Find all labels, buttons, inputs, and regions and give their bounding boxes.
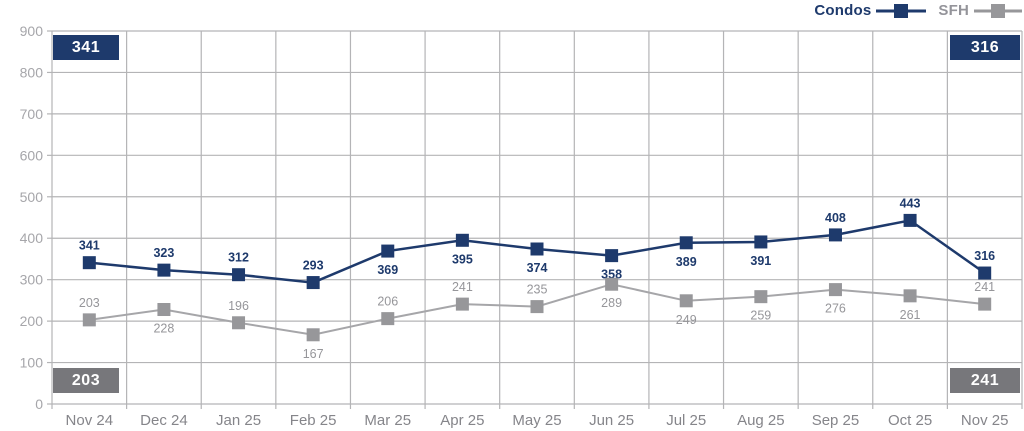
x-axis-category-label: Oct 25 (888, 412, 932, 429)
x-axis-category-label: Jun 25 (589, 412, 634, 429)
data-label-sfh: 228 (153, 322, 174, 336)
data-point-condos (455, 233, 469, 247)
data-point-sfh (232, 316, 246, 330)
sfh-line-marker-icon (974, 3, 1022, 18)
y-axis-tick-label: 500 (20, 189, 44, 205)
y-axis-tick-label: 100 (20, 355, 44, 371)
x-axis-category-label: Jan 25 (216, 412, 261, 429)
legend-label-condos: Condos (814, 2, 872, 19)
data-point-sfh (306, 328, 320, 342)
data-point-condos (157, 263, 171, 277)
x-axis-category-label: Jul 25 (666, 412, 706, 429)
data-label-condos: 408 (825, 211, 846, 225)
data-point-condos (754, 235, 768, 249)
legend-label-sfh: SFH (938, 2, 969, 19)
x-axis-category-label: Nov 24 (66, 412, 114, 429)
data-label-condos: 395 (452, 252, 473, 266)
sfh-start-value-box: 203 (53, 368, 119, 393)
data-label-sfh: 261 (900, 308, 921, 322)
y-axis-tick-label: 200 (20, 313, 44, 329)
data-label-condos: 312 (228, 251, 249, 265)
data-label-condos: 374 (527, 261, 548, 275)
data-point-condos (530, 242, 544, 256)
data-label-sfh: 276 (825, 302, 846, 316)
data-point-sfh (455, 297, 469, 311)
data-label-condos: 443 (900, 196, 921, 210)
data-label-condos: 369 (377, 263, 398, 277)
data-label-condos: 389 (676, 255, 697, 269)
data-label-sfh: 241 (974, 280, 995, 294)
data-label-sfh: 259 (750, 309, 771, 323)
data-point-condos (82, 256, 96, 270)
data-label-sfh: 235 (527, 283, 548, 297)
data-point-sfh (530, 300, 544, 314)
data-point-condos (605, 249, 619, 263)
y-axis-tick-label: 900 (20, 23, 44, 39)
y-axis-tick-label: 400 (20, 230, 44, 246)
x-axis-category-label: Aug 25 (737, 412, 785, 429)
data-label-sfh: 289 (601, 296, 622, 310)
data-label-sfh: 249 (676, 313, 697, 327)
x-axis-category-label: May 25 (512, 412, 561, 429)
y-axis-tick-label: 300 (20, 272, 44, 288)
sfh-end-value-box: 241 (950, 368, 1020, 393)
x-axis-category-label: Nov 25 (961, 412, 1009, 429)
x-axis-category-label: Feb 25 (290, 412, 337, 429)
data-point-sfh (828, 283, 842, 297)
legend-item-condos[interactable]: Condos (814, 2, 927, 19)
x-axis-category-label: Mar 25 (364, 412, 411, 429)
data-label-sfh: 241 (452, 280, 473, 294)
data-point-condos (903, 213, 917, 227)
data-point-sfh (978, 297, 992, 311)
condos-line-marker-icon (876, 3, 927, 18)
data-label-sfh: 206 (377, 295, 398, 309)
data-point-sfh (903, 289, 917, 303)
condos-end-value-box: 316 (950, 35, 1020, 60)
data-label-sfh: 167 (303, 347, 324, 361)
data-point-condos (828, 228, 842, 242)
y-axis-tick-label: 800 (20, 64, 44, 80)
data-point-sfh (679, 294, 693, 308)
data-label-condos: 316 (974, 249, 995, 263)
data-label-sfh: 196 (228, 299, 249, 313)
data-label-condos: 341 (79, 239, 100, 253)
data-point-condos (978, 266, 992, 280)
data-point-condos (306, 276, 320, 290)
x-axis-category-label: Dec 24 (140, 412, 188, 429)
data-point-condos (381, 244, 395, 258)
data-label-condos: 391 (750, 254, 771, 268)
chart-legend: Condos SFH (814, 2, 1022, 19)
data-point-condos (679, 236, 693, 250)
condos-start-value-box: 341 (53, 35, 119, 60)
x-axis-category-label: Apr 25 (440, 412, 484, 429)
data-point-sfh (381, 312, 395, 326)
data-label-condos: 323 (153, 246, 174, 260)
y-axis-tick-label: 700 (20, 106, 44, 122)
data-point-sfh (157, 303, 171, 317)
data-label-sfh: 203 (79, 296, 100, 310)
y-axis-tick-label: 0 (35, 396, 43, 412)
data-point-sfh (754, 290, 768, 304)
y-axis-tick-label: 600 (20, 147, 44, 163)
x-axis-category-label: Sep 25 (812, 412, 860, 429)
legend-item-sfh[interactable]: SFH (932, 2, 1022, 19)
data-label-condos: 293 (303, 259, 324, 273)
data-point-sfh (605, 277, 619, 291)
data-point-condos (232, 268, 246, 282)
data-point-sfh (82, 313, 96, 327)
